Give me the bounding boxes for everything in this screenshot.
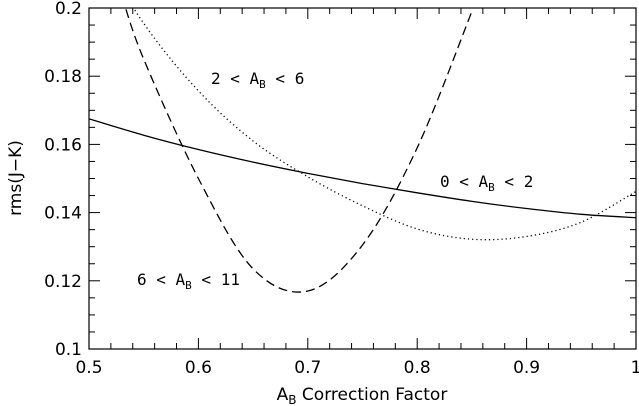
x-axis-tick-labels: 0.5 0.6 0.7 0.8 0.9 1 bbox=[75, 358, 639, 378]
y-tick-label: 0.2 bbox=[55, 0, 82, 19]
y-tick-label: 0.12 bbox=[44, 272, 82, 292]
series-line-dotted bbox=[132, 8, 636, 241]
series-line-solid bbox=[89, 118, 636, 219]
x-tick-label: 0.6 bbox=[185, 358, 212, 378]
x-tick-label: 0.5 bbox=[75, 358, 102, 378]
y-axis-title: rms(J−K) bbox=[6, 140, 26, 216]
y-tick-label: 0.14 bbox=[44, 204, 82, 224]
x-tick-label: 0.7 bbox=[294, 358, 321, 378]
x-axis-ticks bbox=[88, 8, 637, 349]
annotation-0-2: 0 < AB < 2 bbox=[440, 172, 533, 194]
y-tick-label: 0.18 bbox=[44, 67, 82, 87]
y-axis-tick-labels: 0.1 0.12 0.14 0.16 0.18 0.2 bbox=[44, 0, 82, 360]
x-axis-title: AB Correction Factor bbox=[277, 385, 448, 406]
x-tick-label: 0.8 bbox=[404, 358, 431, 378]
series-lines bbox=[89, 8, 636, 293]
y-tick-label: 0.1 bbox=[55, 340, 82, 360]
x-tick-label: 0.9 bbox=[513, 358, 540, 378]
plot-frame bbox=[88, 7, 637, 350]
y-tick-label: 0.16 bbox=[44, 135, 82, 155]
annotation-6-11: 6 < AB < 11 bbox=[137, 270, 240, 292]
y-axis-ticks bbox=[89, 7, 636, 350]
series-line-dashed bbox=[124, 8, 473, 293]
x-tick-label: 1 bbox=[631, 358, 639, 378]
annotation-2-6: 2 < AB < 6 bbox=[211, 69, 304, 91]
